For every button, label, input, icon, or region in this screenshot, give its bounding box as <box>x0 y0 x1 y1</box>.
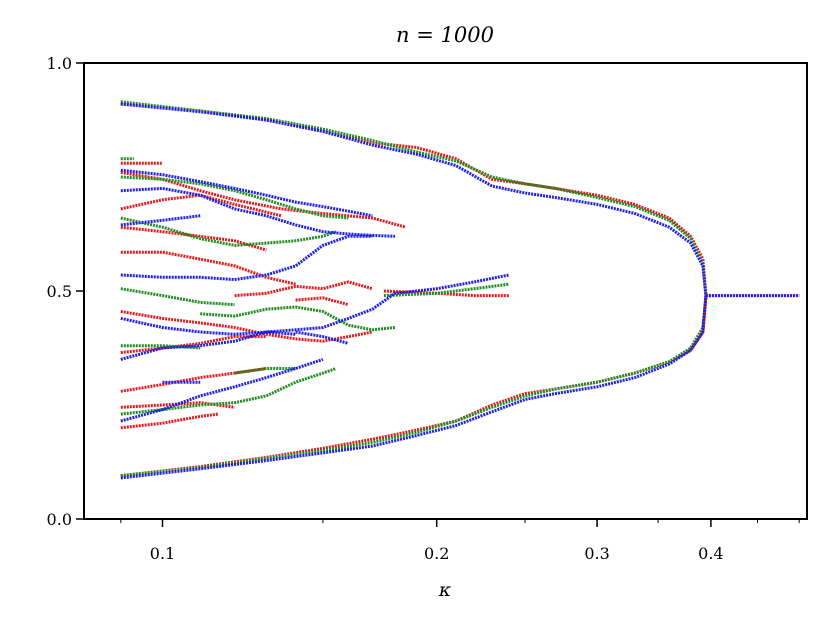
series-1-branch-4 <box>120 216 337 247</box>
series-2-branch-8 <box>120 357 324 423</box>
series-1 <box>120 100 708 478</box>
series-0-branch-10 <box>120 367 267 393</box>
x-axis-label: κ <box>438 579 452 601</box>
series-2-branch-2 <box>120 168 373 218</box>
series-1-branch-1 <box>120 295 708 478</box>
series-2 <box>120 102 800 480</box>
series-1-branch-7 <box>120 344 201 350</box>
series-0-branch-13 <box>234 280 373 298</box>
series-1-branch-5 <box>120 287 235 307</box>
x-tick-label-0: 0.1 <box>150 544 175 563</box>
series-0-branch-5 <box>120 193 282 218</box>
series-0-branch-12 <box>120 412 218 430</box>
x-tick-label-3: 0.4 <box>698 544 723 563</box>
y-axis: 0.0 0.5 1.0 <box>47 54 84 529</box>
series-2-branch-0 <box>120 102 708 296</box>
x-tick-label-2: 0.3 <box>584 544 609 563</box>
x-tick-label-1: 0.2 <box>424 544 449 563</box>
y-tick-label-1: 0.5 <box>47 282 72 301</box>
y-tick-label-2: 1.0 <box>47 54 72 73</box>
axes-frame <box>83 62 808 520</box>
series-2-branch-7 <box>120 273 510 361</box>
series-2-branch-5 <box>120 234 373 282</box>
series-1-branch-0 <box>120 100 708 296</box>
x-axis: 0.1 0.2 0.3 0.4 <box>120 519 800 563</box>
series-2-branch-4 <box>120 214 201 227</box>
series-2-branch-3 <box>120 186 396 238</box>
y-tick-label-0: 0.0 <box>47 510 72 529</box>
series-0-branch-9 <box>120 335 267 355</box>
series-1-branch-6 <box>200 305 396 332</box>
series-0-branch-6 <box>120 225 267 252</box>
series-1-branch-3 <box>120 175 349 220</box>
series-2-branch-9 <box>295 330 349 345</box>
series-0-branch-14 <box>295 296 349 307</box>
series-1-branch-10 <box>383 282 509 298</box>
series-0-branch-0 <box>120 102 708 296</box>
series-0-branch-8 <box>120 310 373 343</box>
series-1-branch-9 <box>234 367 296 375</box>
plot-area <box>120 100 800 480</box>
series-2-branch-1 <box>120 295 708 480</box>
chart-title: n = 1000 <box>396 23 494 47</box>
series-0-branch-7 <box>120 250 296 286</box>
